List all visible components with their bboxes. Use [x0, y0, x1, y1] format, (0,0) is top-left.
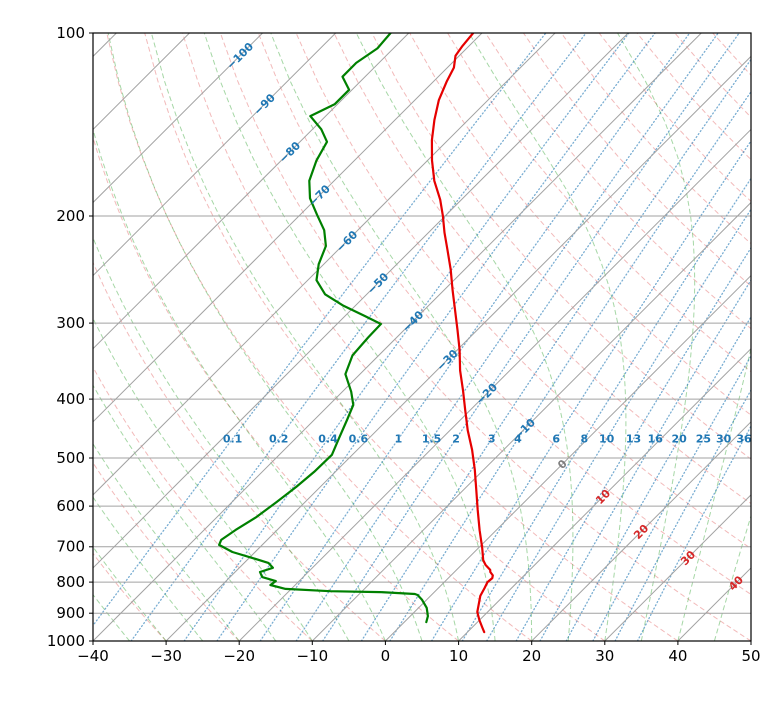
svg-text:20: 20 [671, 433, 687, 446]
svg-text:700: 700 [56, 538, 85, 556]
svg-text:−10: −10 [296, 647, 328, 665]
svg-text:30: 30 [595, 647, 614, 665]
svg-text:30: 30 [716, 433, 732, 446]
temperature-profile-line [430, 33, 494, 634]
svg-text:0.6: 0.6 [349, 433, 369, 446]
svg-text:500: 500 [56, 449, 85, 467]
y-tick-labels: 100 200 300 400 500 600 700 800 900 1000 [47, 24, 85, 650]
dry-adiabats [93, 33, 751, 641]
pressure-gridlines [93, 33, 751, 641]
svg-text:20: 20 [522, 647, 541, 665]
svg-text:6: 6 [552, 433, 560, 446]
svg-text:25: 25 [696, 433, 711, 446]
svg-text:10: 10 [449, 647, 468, 665]
svg-text:400: 400 [56, 390, 85, 408]
svg-text:8: 8 [580, 433, 588, 446]
svg-text:2: 2 [452, 433, 460, 446]
y-ticks [89, 32, 93, 642]
svg-text:1.5: 1.5 [422, 433, 442, 446]
mixing-ratio-labels: 0.1 0.2 0.4 0.6 1 1.5 2 3 4 6 8 10 13 16 20 25 30 36 [223, 433, 752, 446]
svg-text:3: 3 [488, 433, 496, 446]
svg-text:200: 200 [56, 207, 85, 225]
svg-text:36: 36 [736, 433, 752, 446]
svg-text:0.1: 0.1 [223, 433, 243, 446]
x-ticks [92, 641, 752, 645]
svg-text:13: 13 [626, 433, 641, 446]
svg-text:40: 40 [668, 647, 687, 665]
svg-text:0.2: 0.2 [269, 433, 289, 446]
svg-text:50: 50 [741, 647, 760, 665]
svg-text:0: 0 [381, 647, 391, 665]
svg-text:900: 900 [56, 604, 85, 622]
svg-text:100: 100 [56, 24, 85, 42]
svg-text:600: 600 [56, 497, 85, 515]
svg-text:0.4: 0.4 [318, 433, 338, 446]
svg-text:−30: −30 [150, 647, 182, 665]
x-tick-labels: −40 −30 −20 −10 0 10 20 30 40 50 [77, 647, 760, 665]
svg-text:300: 300 [56, 314, 85, 332]
mixing-ratio-lines [93, 33, 751, 641]
svg-text:−40: −40 [77, 647, 109, 665]
moist-adiabats [93, 33, 751, 641]
dewpoint-profile-line [218, 33, 429, 624]
svg-text:800: 800 [56, 573, 85, 591]
isotherms [93, 33, 751, 641]
svg-text:16: 16 [648, 433, 664, 446]
svg-text:1000: 1000 [47, 632, 85, 650]
svg-text:10: 10 [599, 433, 615, 446]
svg-text:−20: −20 [223, 647, 255, 665]
axis-frame [92, 32, 752, 642]
svg-text:4: 4 [514, 433, 522, 446]
svg-text:1: 1 [395, 433, 403, 446]
